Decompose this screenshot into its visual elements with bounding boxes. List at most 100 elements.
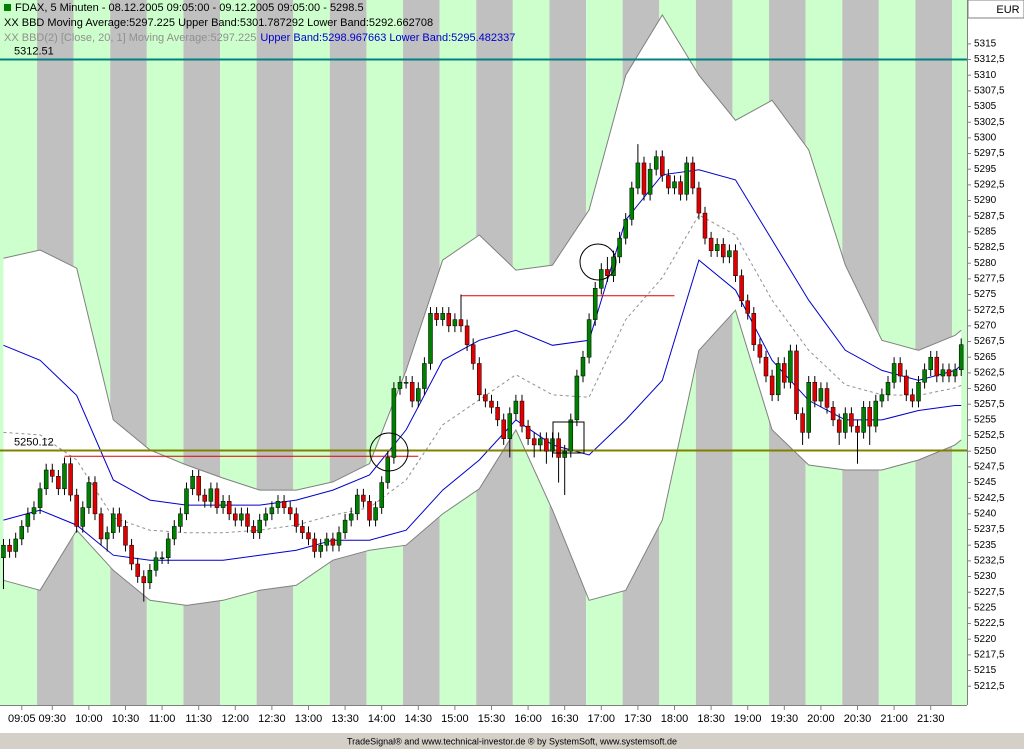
y-tick-label: 5232,5 xyxy=(974,556,1005,567)
candle-body xyxy=(56,476,61,490)
candle-body xyxy=(184,488,189,515)
candle-body xyxy=(818,388,824,402)
candle-body xyxy=(666,175,671,189)
candle-body xyxy=(739,275,744,302)
y-tick-label: 5225 xyxy=(974,603,997,614)
candle-body xyxy=(86,482,92,508)
candle-body xyxy=(745,300,750,314)
x-tick-label: 15:30 xyxy=(478,713,506,725)
y-tick-label: 5262,5 xyxy=(974,368,1005,379)
candle-body xyxy=(836,419,842,433)
candle-body xyxy=(458,319,464,327)
candle-body xyxy=(165,538,171,558)
candle-body xyxy=(92,482,98,515)
axes: 5212,5 5215 5217,5 5220 5222,5 5225 5227,5 5230… xyxy=(8,39,1005,725)
candle-body xyxy=(123,526,128,546)
candle-body xyxy=(861,407,866,433)
stripe xyxy=(329,0,367,705)
candle-body xyxy=(80,507,86,527)
candle-body xyxy=(489,400,494,408)
candle-body xyxy=(312,538,317,552)
candle-body xyxy=(635,162,641,189)
candle-body xyxy=(385,457,391,483)
x-tick-label: 11:30 xyxy=(185,713,212,725)
candle-body xyxy=(684,162,689,195)
y-tick-label: 5255 xyxy=(974,415,997,426)
candle-body xyxy=(556,438,561,458)
header: FDAX, 5 Minuten - 08.12.2005 09:05:00 - … xyxy=(4,2,515,44)
candle-body xyxy=(550,438,555,452)
candle-body xyxy=(952,369,958,377)
x-tick-label: 17:30 xyxy=(624,713,652,725)
candle-body xyxy=(233,513,238,521)
y-tick-label: 5212,5 xyxy=(974,681,1005,692)
candle-body xyxy=(800,413,805,433)
candle-body xyxy=(470,344,476,364)
candle-body xyxy=(348,513,354,521)
currency: EUR xyxy=(996,4,1019,16)
candle-body xyxy=(531,438,537,446)
y-tick-label: 5230 xyxy=(974,571,997,582)
candle-body xyxy=(202,494,208,502)
candle-body xyxy=(507,413,513,439)
candles xyxy=(1,144,964,602)
x-tick-label: 10:00 xyxy=(75,713,103,725)
candle-body xyxy=(660,156,665,176)
x-tick-label: 19:00 xyxy=(734,713,762,725)
candle-body xyxy=(867,407,872,427)
candle-body xyxy=(257,519,262,533)
candle-body xyxy=(782,363,787,383)
x-tick-label: 21:00 xyxy=(880,713,908,725)
x-tick-label: 17:00 xyxy=(588,713,616,725)
candle-body xyxy=(794,350,799,414)
candle-body xyxy=(294,513,299,527)
candle-body xyxy=(324,538,330,546)
stripe xyxy=(366,0,404,705)
candle-body xyxy=(757,344,763,358)
candle-body xyxy=(464,325,470,345)
annotation-circle xyxy=(369,432,409,472)
x-tick-label: 11:00 xyxy=(149,713,176,725)
candle-body xyxy=(275,501,281,508)
envelope-fill xyxy=(3,15,962,606)
candle-body xyxy=(806,382,811,433)
candle-body xyxy=(208,488,214,502)
x-tick-label: 18:30 xyxy=(697,713,725,725)
candle-body xyxy=(812,382,818,402)
candle-body xyxy=(104,532,110,540)
candle-body xyxy=(824,388,830,408)
candle-body xyxy=(239,513,244,521)
band-line xyxy=(3,309,962,606)
candle-body xyxy=(879,394,885,402)
candle-body xyxy=(19,526,25,540)
band-line xyxy=(3,214,962,534)
candle-body xyxy=(830,407,836,421)
candle-body xyxy=(416,388,421,402)
y-tick-label: 5237,5 xyxy=(974,524,1005,535)
candle-body xyxy=(946,369,952,377)
candle-body xyxy=(172,526,177,540)
candle-body xyxy=(775,363,781,396)
candle-body xyxy=(580,356,586,377)
x-tick-label: 15:00 xyxy=(441,713,469,725)
candle-body xyxy=(592,288,598,320)
y-tick-label: 5315 xyxy=(974,39,997,50)
y-tick-label: 5240 xyxy=(974,509,997,520)
candle-body xyxy=(574,375,580,421)
annotations xyxy=(369,243,617,472)
annotation-box xyxy=(552,421,585,454)
x-tick-label: 20:30 xyxy=(844,713,872,725)
candle-body xyxy=(62,463,67,490)
candle-body xyxy=(873,400,879,427)
y-tick-label: 5270 xyxy=(974,321,997,332)
candle-body xyxy=(1,544,6,558)
candle-body xyxy=(379,482,384,508)
candle-body xyxy=(361,494,366,502)
candle-body xyxy=(525,425,531,439)
y-tick-label: 5260 xyxy=(974,383,997,394)
chart-title: FDAX, 5 Minuten - 08.12.2005 09:05:00 - … xyxy=(15,2,364,14)
candle-body xyxy=(269,507,275,515)
candle-body xyxy=(397,382,403,389)
symbol-icon xyxy=(4,4,11,11)
x-tick-label: 21:30 xyxy=(917,713,945,725)
